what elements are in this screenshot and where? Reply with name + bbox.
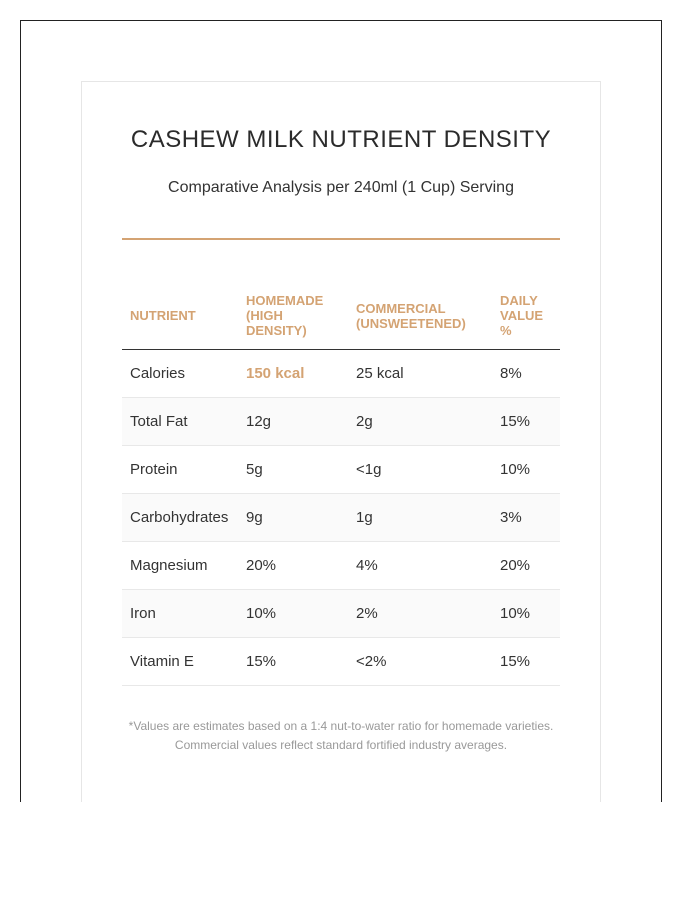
footnote-line: Commercial values reflect standard forti… xyxy=(174,738,508,752)
cell-nutrient: Carbohydrates xyxy=(122,493,238,542)
table-row: Total Fat 12g 2g 15% xyxy=(122,397,560,446)
cell-daily-value: 20% xyxy=(492,541,560,590)
cell-homemade: 150 kcal xyxy=(238,349,348,398)
table-row: Protein 5g <1g 10% xyxy=(122,445,560,494)
cell-homemade: 20% xyxy=(238,541,348,590)
cell-homemade: 9g xyxy=(238,493,348,542)
cell-commercial: 4% xyxy=(348,541,492,590)
page-title: CASHEW MILK NUTRIENT DENSITY xyxy=(130,126,552,153)
nutrient-table: NUTRIENT HOMEMADE (HIGH DENSITY) COMMERC… xyxy=(122,282,560,686)
cell-nutrient: Total Fat xyxy=(122,397,238,446)
subtitle: Comparative Analysis per 240ml (1 Cup) S… xyxy=(168,179,514,196)
cell-daily-value: 15% xyxy=(492,397,560,446)
footnote: *Values are estimates based on a 1:4 nut… xyxy=(82,717,600,755)
cell-nutrient: Vitamin E xyxy=(122,637,238,686)
table-row: Calories 150 kcal 25 kcal 8% xyxy=(122,349,560,398)
footnote-line: *Values are estimates based on a 1:4 nut… xyxy=(128,719,554,733)
divider xyxy=(122,238,560,240)
table-row: Carbohydrates 9g 1g 3% xyxy=(122,493,560,542)
cell-daily-value: 3% xyxy=(492,493,560,542)
header-commercial: COMMERCIAL (UNSWEETENED) xyxy=(348,282,492,350)
cell-nutrient: Magnesium xyxy=(122,541,238,590)
cell-nutrient: Protein xyxy=(122,445,238,494)
cell-homemade: 12g xyxy=(238,397,348,446)
cell-daily-value: 8% xyxy=(492,349,560,398)
cell-homemade: 15% xyxy=(238,637,348,686)
table-row: Vitamin E 15% <2% 15% xyxy=(122,637,560,686)
cell-commercial: 1g xyxy=(348,493,492,542)
table-row: Magnesium 20% 4% 20% xyxy=(122,541,560,590)
cell-homemade: 5g xyxy=(238,445,348,494)
cell-commercial: 25 kcal xyxy=(348,349,492,398)
cell-commercial: <1g xyxy=(348,445,492,494)
header-homemade: HOMEMADE (HIGH DENSITY) xyxy=(238,282,348,350)
nutrient-card: CASHEW MILK NUTRIENT DENSITY Comparative… xyxy=(81,81,601,802)
cell-commercial: 2% xyxy=(348,589,492,638)
header-nutrient: NUTRIENT xyxy=(122,282,238,350)
cell-daily-value: 10% xyxy=(492,445,560,494)
page-frame: CASHEW MILK NUTRIENT DENSITY Comparative… xyxy=(20,20,662,802)
table-row: Iron 10% 2% 10% xyxy=(122,589,560,638)
table-header-row: NUTRIENT HOMEMADE (HIGH DENSITY) COMMERC… xyxy=(122,282,560,350)
header-daily-value: DAILY VALUE % xyxy=(492,282,560,350)
cell-commercial: 2g xyxy=(348,397,492,446)
cell-daily-value: 10% xyxy=(492,589,560,638)
cell-homemade: 10% xyxy=(238,589,348,638)
cell-nutrient: Iron xyxy=(122,589,238,638)
cell-daily-value: 15% xyxy=(492,637,560,686)
cell-commercial: <2% xyxy=(348,637,492,686)
cell-nutrient: Calories xyxy=(122,349,238,398)
